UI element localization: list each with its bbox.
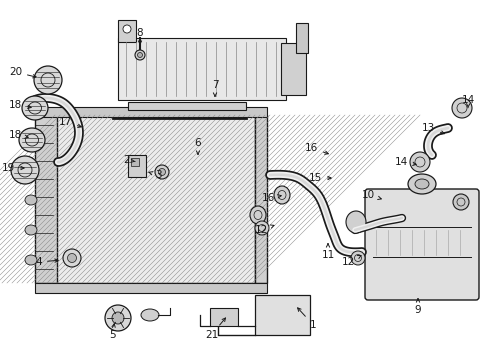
Bar <box>35 283 266 293</box>
Text: 5: 5 <box>108 324 115 340</box>
Text: 20: 20 <box>9 67 36 78</box>
Ellipse shape <box>105 305 131 331</box>
Ellipse shape <box>451 98 471 118</box>
Bar <box>35 107 266 117</box>
Bar <box>55 115 254 283</box>
Ellipse shape <box>112 312 124 324</box>
Text: 8: 8 <box>137 28 143 44</box>
Ellipse shape <box>123 25 131 33</box>
Bar <box>128 102 245 110</box>
Text: 16: 16 <box>304 143 327 154</box>
Bar <box>128 155 146 177</box>
Text: 18: 18 <box>9 100 31 110</box>
Bar <box>35 115 57 283</box>
Ellipse shape <box>34 66 62 94</box>
Text: 17: 17 <box>59 117 81 127</box>
Ellipse shape <box>19 128 45 152</box>
Bar <box>209 308 238 326</box>
Ellipse shape <box>155 165 169 179</box>
Text: 9: 9 <box>414 299 421 315</box>
Ellipse shape <box>249 206 265 224</box>
Ellipse shape <box>254 221 268 235</box>
Ellipse shape <box>11 156 39 184</box>
Ellipse shape <box>25 195 37 205</box>
Text: 3: 3 <box>149 170 162 180</box>
Text: 14: 14 <box>394 157 415 167</box>
Text: 15: 15 <box>308 173 330 183</box>
Bar <box>131 158 139 166</box>
Text: 16: 16 <box>261 193 281 203</box>
Ellipse shape <box>67 253 76 262</box>
Ellipse shape <box>158 168 165 175</box>
Ellipse shape <box>25 135 37 145</box>
Ellipse shape <box>25 225 37 235</box>
Ellipse shape <box>25 165 37 175</box>
Bar <box>281 43 305 95</box>
Ellipse shape <box>141 309 159 321</box>
Text: 19: 19 <box>2 163 24 173</box>
Ellipse shape <box>414 179 428 189</box>
Ellipse shape <box>25 255 37 265</box>
Text: 10: 10 <box>361 190 381 200</box>
Ellipse shape <box>350 251 364 265</box>
Text: 2: 2 <box>123 155 135 165</box>
Bar <box>254 115 266 283</box>
Text: 18: 18 <box>9 130 28 140</box>
Text: 13: 13 <box>421 123 444 134</box>
Ellipse shape <box>273 186 289 204</box>
Ellipse shape <box>137 53 142 58</box>
Text: 1: 1 <box>297 308 316 330</box>
Ellipse shape <box>409 152 429 172</box>
Ellipse shape <box>346 211 365 233</box>
Ellipse shape <box>63 249 81 267</box>
Ellipse shape <box>407 174 435 194</box>
Ellipse shape <box>452 194 468 210</box>
Text: 12: 12 <box>254 225 273 235</box>
Text: 6: 6 <box>194 138 201 154</box>
Text: 7: 7 <box>211 80 218 96</box>
Bar <box>254 295 309 335</box>
Text: 14: 14 <box>461 95 474 108</box>
Text: 4: 4 <box>35 257 58 267</box>
FancyBboxPatch shape <box>364 189 478 300</box>
Bar <box>295 23 307 53</box>
Bar <box>118 20 136 42</box>
Text: 11: 11 <box>321 244 334 260</box>
Text: 21: 21 <box>204 318 225 340</box>
Ellipse shape <box>135 50 145 60</box>
Bar <box>118 38 285 100</box>
Ellipse shape <box>22 96 48 120</box>
Text: 12: 12 <box>341 256 360 267</box>
